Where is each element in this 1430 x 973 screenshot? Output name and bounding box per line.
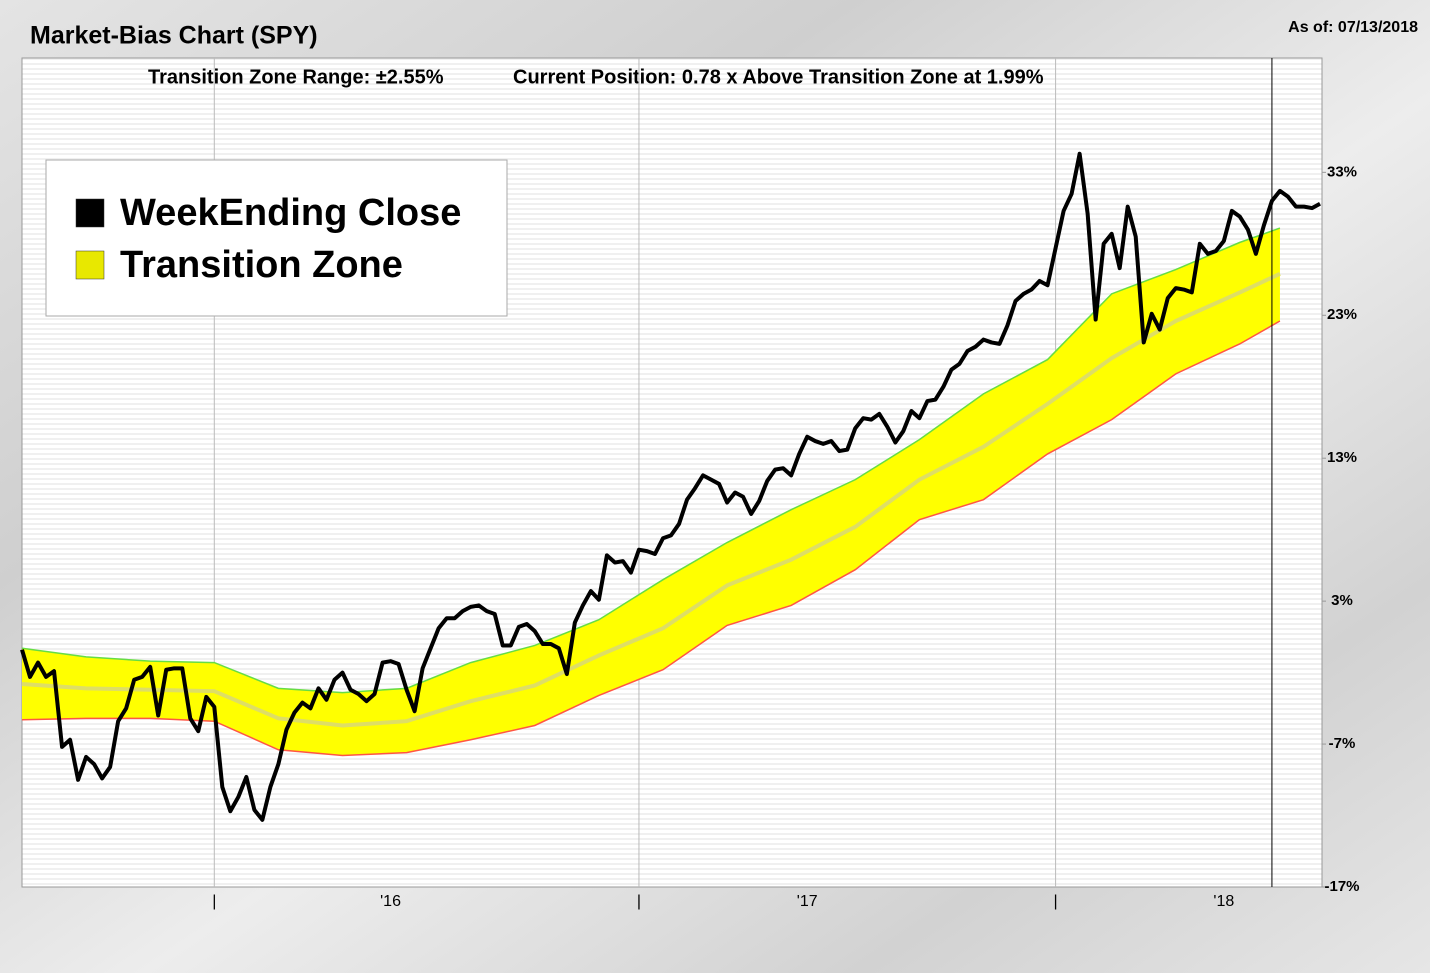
y-tick-label: 33% <box>1327 163 1357 180</box>
legend: WeekEnding Close Transition Zone <box>45 159 508 317</box>
y-tick-label: 23% <box>1327 306 1357 323</box>
y-tick-label: -7% <box>1329 735 1356 752</box>
x-tick-label: '18 <box>1213 893 1234 910</box>
y-tick-label: 13% <box>1327 449 1357 466</box>
legend-label: Transition Zone <box>120 244 403 286</box>
chart-title: Market-Bias Chart (SPY) <box>30 22 318 50</box>
subtitle: Current Position: 0.78 x Above Transitio… <box>513 66 1044 88</box>
subtitle: Transition Zone Range: ±2.55% <box>148 66 444 88</box>
zone-upper-line <box>21 227 1281 694</box>
x-tick-label: '16 <box>380 893 401 910</box>
as-of-date: As of: 07/13/2018 <box>1288 19 1418 36</box>
zone-mid-line <box>21 272 1281 728</box>
y-tick-label: 3% <box>1331 592 1353 609</box>
zone-lower-line <box>21 320 1281 757</box>
x-tick-label: | <box>637 893 641 910</box>
legend-swatch <box>75 250 105 280</box>
x-tick-label: | <box>1054 893 1058 910</box>
x-tick-label: '17 <box>797 893 818 910</box>
legend-label: WeekEnding Close <box>120 192 461 234</box>
y-tick-label: -17% <box>1324 878 1359 895</box>
close-line <box>20 151 1321 822</box>
transition-zone <box>22 228 1280 756</box>
x-tick-label: | <box>212 893 216 910</box>
legend-box <box>45 159 508 317</box>
legend-swatch <box>75 198 105 228</box>
